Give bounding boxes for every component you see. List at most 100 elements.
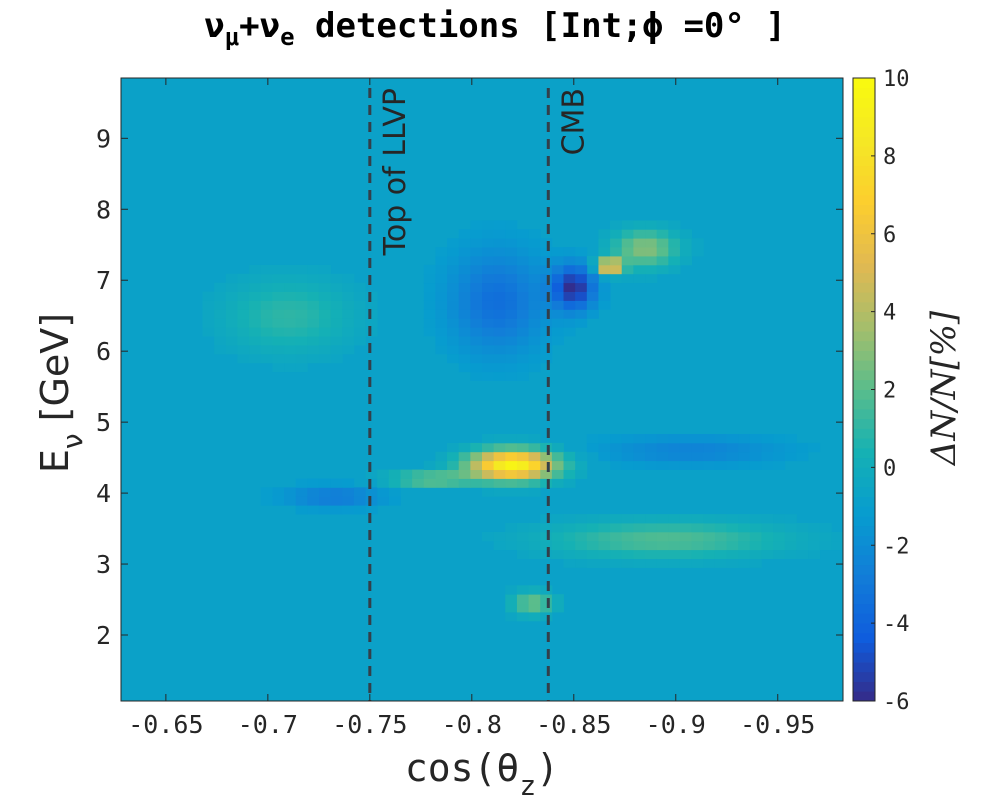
colorbar-segment xyxy=(853,545,875,556)
heatmap-cell xyxy=(691,540,704,551)
colorbar-segment xyxy=(853,584,875,595)
colorbar-segment xyxy=(853,126,875,137)
colorbar-segment xyxy=(853,418,875,429)
heatmap-cell xyxy=(586,558,599,568)
colorbar-segment xyxy=(853,175,875,186)
heatmap-cell xyxy=(598,558,611,568)
heatmap-cell xyxy=(784,451,797,462)
heatmap-cell xyxy=(260,496,273,506)
heatmap-cell xyxy=(342,505,355,515)
heatmap-cell xyxy=(540,460,553,470)
heatmap-cell xyxy=(586,514,599,524)
heatmap-cell xyxy=(610,442,623,453)
heatmap-cell xyxy=(330,291,343,301)
heatmap-cell xyxy=(563,264,576,275)
heatmap-background xyxy=(121,78,843,701)
heatmap-cell xyxy=(540,345,553,355)
heatmap-cell xyxy=(295,478,308,488)
heatmap-cell xyxy=(458,229,471,239)
reference-lines: Top of LLVP CMB xyxy=(368,88,591,701)
heatmap-cell xyxy=(493,451,506,462)
heatmap-cell xyxy=(284,336,297,346)
heatmap-cell xyxy=(528,336,541,346)
heatmap-cell xyxy=(656,531,669,542)
heatmap-cell xyxy=(575,256,588,266)
heatmap-cell xyxy=(423,282,436,292)
colorbar-segment xyxy=(853,107,875,118)
heatmap-cell xyxy=(482,353,495,364)
heatmap-cell xyxy=(516,345,529,355)
heatmap-cell xyxy=(435,247,448,257)
heatmap-cell xyxy=(540,603,553,613)
heatmap-cell xyxy=(586,523,599,533)
heatmap-cell xyxy=(493,460,506,470)
heatmap-cell xyxy=(749,442,762,453)
heatmap-cell xyxy=(761,460,774,470)
heatmap-cell xyxy=(796,451,809,462)
heatmap-cell xyxy=(563,256,576,266)
x-tick-label: -0.95 xyxy=(740,710,815,739)
heatmap-cell xyxy=(295,327,308,337)
heatmap-cell xyxy=(447,327,460,337)
heatmap-cell xyxy=(668,558,681,568)
heatmap-cell xyxy=(738,549,751,559)
heatmap-cell xyxy=(575,451,588,462)
colorbar-segment xyxy=(853,301,875,313)
heatmap-cell xyxy=(575,247,588,257)
heatmap-cell xyxy=(412,478,425,488)
colorbar-segment xyxy=(853,428,875,439)
heatmap-cell xyxy=(656,238,669,248)
heatmap-cell xyxy=(505,540,518,551)
heatmap-cell xyxy=(237,353,250,364)
heatmap-cell xyxy=(575,523,588,533)
heatmap-cell xyxy=(400,478,413,488)
colorbar-segment xyxy=(853,408,875,420)
heatmap-cell xyxy=(691,558,704,568)
heatmap-cell xyxy=(540,327,553,337)
heatmap-cell xyxy=(726,514,739,524)
heatmap-cell xyxy=(318,291,332,301)
heatmap-cell xyxy=(621,442,634,453)
heatmap-cell xyxy=(516,594,529,604)
heatmap-cell xyxy=(435,460,448,470)
heatmap-cell xyxy=(272,336,285,346)
heatmap-cell xyxy=(691,442,704,453)
heatmap-cell xyxy=(214,327,227,337)
heatmap-cell xyxy=(458,291,471,301)
heatmap-cell xyxy=(516,549,529,559)
heatmap-cell xyxy=(249,327,262,337)
heatmap-cell xyxy=(505,273,518,284)
colorbar-segment xyxy=(853,370,875,381)
heatmap-cell xyxy=(668,229,681,239)
heatmap-cell xyxy=(505,451,518,462)
heatmap-cell xyxy=(528,353,541,364)
heatmap-cell xyxy=(330,496,343,506)
heatmap-cell xyxy=(458,327,471,337)
heatmap-cell xyxy=(540,291,553,301)
heatmap-cell xyxy=(493,362,506,373)
heatmap-cell xyxy=(633,229,646,239)
x-axis-label: cos(θz) xyxy=(405,746,559,802)
heatmap-cell xyxy=(470,318,483,328)
heatmap-cell xyxy=(493,487,506,497)
heatmap-cell xyxy=(738,442,751,453)
heatmap-cell xyxy=(528,549,541,559)
heatmap-cell xyxy=(342,309,355,319)
heatmap-cell xyxy=(307,309,320,319)
colorbar-tick-label: 0 xyxy=(883,456,896,481)
heatmap-cell xyxy=(540,585,553,595)
heatmap-cell xyxy=(551,594,564,604)
heatmap-cell xyxy=(738,514,751,524)
heatmap-cell xyxy=(353,505,366,515)
heatmap-cell xyxy=(540,273,553,284)
heatmap-cell xyxy=(260,282,273,292)
heatmap-cell xyxy=(645,549,658,559)
colorbar-segment xyxy=(853,438,875,449)
chart-title: νμ+νe detections [Int;ϕ =0° ] xyxy=(204,6,786,51)
heatmap-cell xyxy=(610,434,623,444)
colorbar-segment xyxy=(853,389,875,400)
heatmap-cell xyxy=(691,238,704,248)
heatmap-cell xyxy=(237,291,250,301)
colorbar-tick-label: -2 xyxy=(883,534,910,559)
heatmap-cell xyxy=(225,300,238,310)
